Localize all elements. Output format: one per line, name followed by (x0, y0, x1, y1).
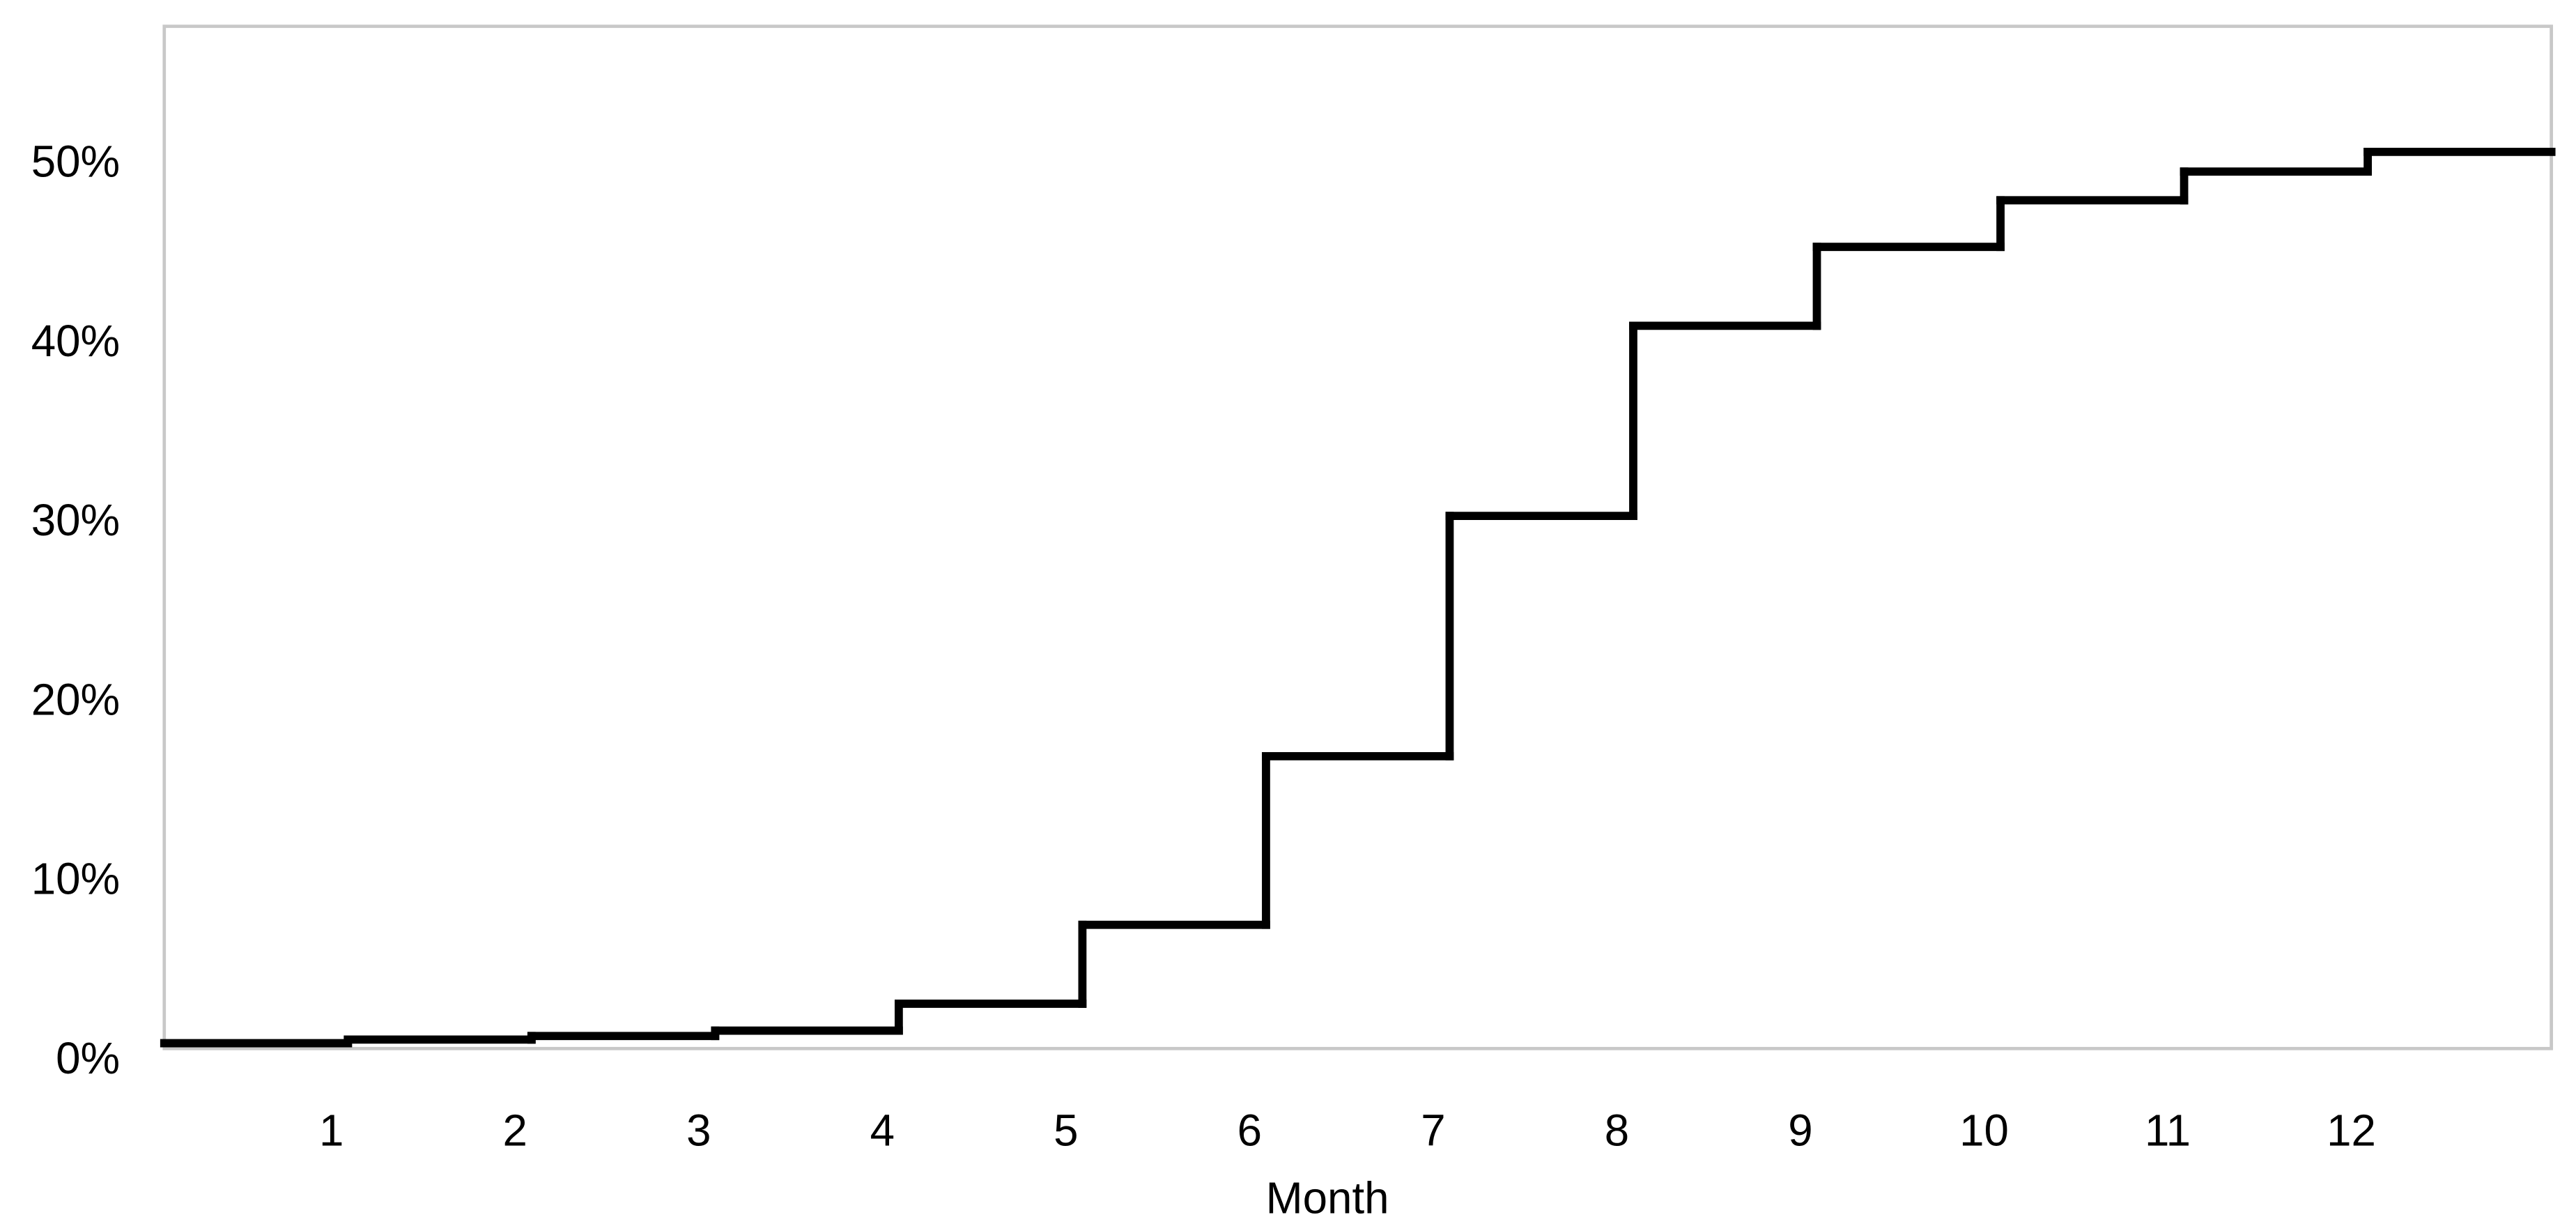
y-tick-label: 10% (31, 855, 120, 904)
x-tick-label: 5 (1054, 1106, 1078, 1156)
x-tick-label: 12 (2327, 1106, 2376, 1156)
x-tick-label: 9 (1788, 1106, 1812, 1156)
y-tick-label: 20% (31, 675, 120, 724)
x-tick-label: 11 (2145, 1106, 2191, 1156)
x-axis-label: Month (1266, 1173, 1389, 1223)
x-tick-label: 1 (319, 1106, 344, 1156)
plot-frame (162, 24, 2553, 1050)
x-tick-label: 6 (1237, 1106, 1262, 1156)
x-tick-label: 2 (503, 1106, 527, 1156)
y-tick-label: 30% (31, 496, 120, 545)
x-tick-label: 10 (1959, 1106, 2009, 1156)
y-tick-label: 50% (31, 137, 120, 187)
y-tick-label: 0% (56, 1034, 120, 1083)
x-tick-label: 8 (1605, 1106, 1629, 1156)
x-tick-label: 4 (870, 1106, 895, 1156)
y-tick-label: 40% (31, 316, 120, 366)
x-tick-label: 3 (686, 1106, 711, 1156)
x-tick-label: 7 (1421, 1106, 1445, 1156)
